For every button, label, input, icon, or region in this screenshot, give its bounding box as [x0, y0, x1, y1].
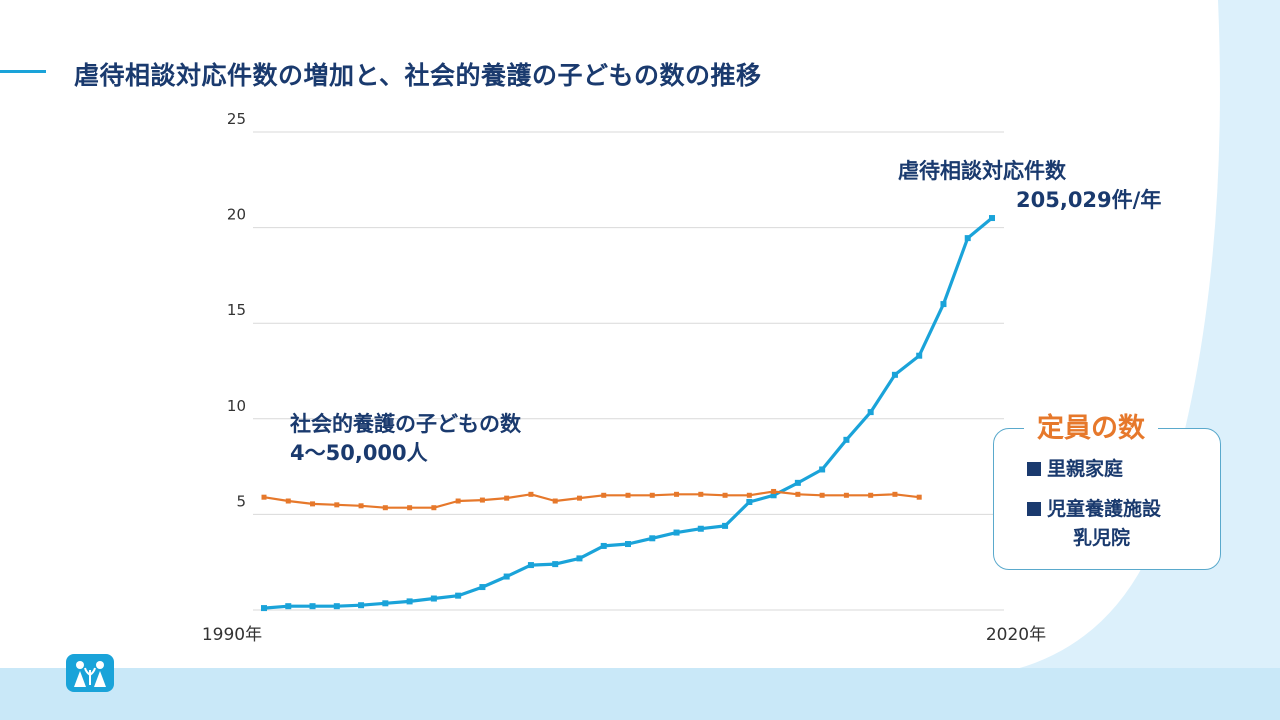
data-point	[455, 498, 461, 504]
abuse-series-label: 虐待相談対応件数 205,029件/年	[898, 157, 1161, 215]
data-point	[625, 541, 631, 548]
legend-title: 定員の数	[1024, 406, 1158, 445]
legend-item-label: 乳児院	[1073, 527, 1131, 549]
data-point	[722, 522, 729, 529]
data-point	[795, 491, 801, 497]
square-bullet-icon	[1027, 462, 1041, 476]
data-point	[334, 502, 340, 508]
data-point	[358, 503, 364, 509]
chart-series	[261, 215, 995, 612]
y-tick-label: 15	[227, 301, 246, 319]
care-value-text: 4〜50,000人	[290, 441, 428, 465]
data-point	[940, 301, 947, 308]
chart-gridlines	[253, 131, 1004, 611]
data-point	[892, 491, 898, 497]
y-tick-label: 10	[227, 397, 246, 415]
x-tick-label: 1990年	[202, 625, 262, 645]
legend-item-foster-family: 里親家庭	[1027, 456, 1123, 483]
data-point	[600, 542, 607, 549]
data-point	[527, 562, 534, 569]
x-tick-label: 2020年	[986, 625, 1046, 645]
data-point	[431, 505, 437, 511]
data-point	[407, 505, 413, 511]
data-point	[867, 409, 874, 416]
data-point	[698, 491, 704, 497]
y-tick-label: 20	[227, 206, 246, 224]
data-point	[794, 479, 801, 486]
series-abuse-cases	[261, 215, 995, 612]
data-point	[649, 492, 655, 498]
abuse-label-text: 虐待相談対応件数	[898, 159, 1066, 183]
x-axis-ticks: 1990年 2020年	[202, 625, 1046, 645]
data-point	[722, 492, 728, 498]
data-point	[504, 495, 510, 501]
data-point	[285, 603, 292, 610]
series-children-in-care	[261, 488, 922, 511]
data-point	[310, 501, 316, 507]
data-point	[771, 488, 777, 494]
data-point	[261, 494, 267, 500]
data-point	[649, 535, 656, 542]
y-tick-label: 25	[227, 110, 246, 128]
data-point	[746, 498, 753, 505]
data-point	[868, 492, 874, 498]
y-axis-ticks: 25 20 15 10 5	[227, 110, 246, 510]
data-point	[455, 592, 462, 599]
series-line	[263, 490, 920, 509]
data-point	[891, 371, 898, 378]
capacity-legend-box	[993, 428, 1221, 570]
data-point	[746, 492, 752, 498]
data-point	[503, 573, 510, 580]
data-point	[430, 595, 437, 602]
data-point	[843, 492, 849, 498]
legend-item-childrens-home: 児童養護施設	[1027, 496, 1161, 523]
data-point	[819, 466, 826, 473]
data-point	[674, 491, 680, 497]
y-tick-label: 5	[236, 492, 246, 510]
abuse-value-text: 205,029件/年	[1016, 188, 1162, 212]
data-point	[479, 497, 485, 503]
data-point	[261, 605, 267, 612]
background-bottom-band	[0, 668, 1280, 720]
legend-item-label: 里親家庭	[1047, 458, 1124, 480]
data-point	[382, 505, 388, 511]
data-point	[964, 235, 971, 242]
organization-logo-icon	[66, 654, 114, 692]
data-point	[770, 492, 777, 499]
data-point	[382, 600, 389, 607]
data-point	[697, 525, 704, 532]
data-point	[406, 598, 413, 605]
square-bullet-icon	[1027, 502, 1041, 516]
data-point	[576, 555, 583, 562]
data-point	[285, 498, 291, 504]
data-point	[916, 494, 922, 500]
data-point	[843, 436, 850, 443]
legend-item-label: 児童養護施設	[1047, 498, 1162, 520]
data-point	[989, 215, 995, 222]
data-point	[819, 492, 825, 498]
data-point	[358, 602, 365, 609]
legend-item-infant-home: 乳児院	[1073, 525, 1130, 552]
care-label-text: 社会的養護の子どもの数	[290, 412, 521, 436]
title-accent-line	[0, 70, 46, 73]
data-point	[552, 498, 558, 504]
data-point	[309, 603, 316, 610]
data-point	[673, 529, 680, 536]
data-point	[601, 492, 607, 498]
data-point	[916, 352, 923, 359]
care-series-label: 社会的養護の子どもの数 4〜50,000人	[290, 410, 521, 468]
data-point	[333, 603, 340, 610]
data-point	[552, 561, 559, 568]
data-point	[576, 495, 582, 501]
data-point	[528, 491, 534, 497]
data-point	[625, 492, 631, 498]
slide-title: 虐待相談対応件数の増加と、社会的養護の子どもの数の推移	[74, 61, 762, 90]
data-point	[479, 584, 486, 591]
